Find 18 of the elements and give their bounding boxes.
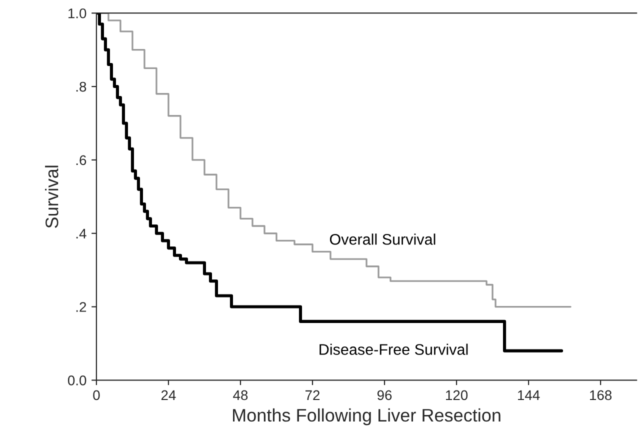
y-tick-label: 1.0 [68, 8, 86, 18]
x-tick-label: 96 [377, 390, 392, 400]
x-tick-label: 72 [305, 390, 320, 400]
x-tick-label: 48 [233, 390, 248, 400]
x-tick-label: 0 [93, 390, 100, 400]
x-tick-label: 120 [446, 390, 468, 400]
series-label: Disease-Free Survival [320, 344, 468, 355]
x-tick-label: 168 [590, 390, 612, 400]
y-tick-label: .8 [76, 82, 86, 92]
y-axis-title: Survival [45, 166, 58, 228]
series-label: Overall Survival [330, 234, 436, 245]
x-tick-label: 24 [161, 390, 176, 400]
y-tick-label: 0.0 [68, 376, 86, 386]
y-tick-label: .4 [76, 228, 86, 238]
y-tick-label: .6 [76, 155, 86, 166]
x-axis-title: Months Following Liver Resection [233, 408, 500, 426]
x-tick-label: 144 [518, 390, 540, 400]
y-tick-label: .2 [76, 302, 86, 312]
